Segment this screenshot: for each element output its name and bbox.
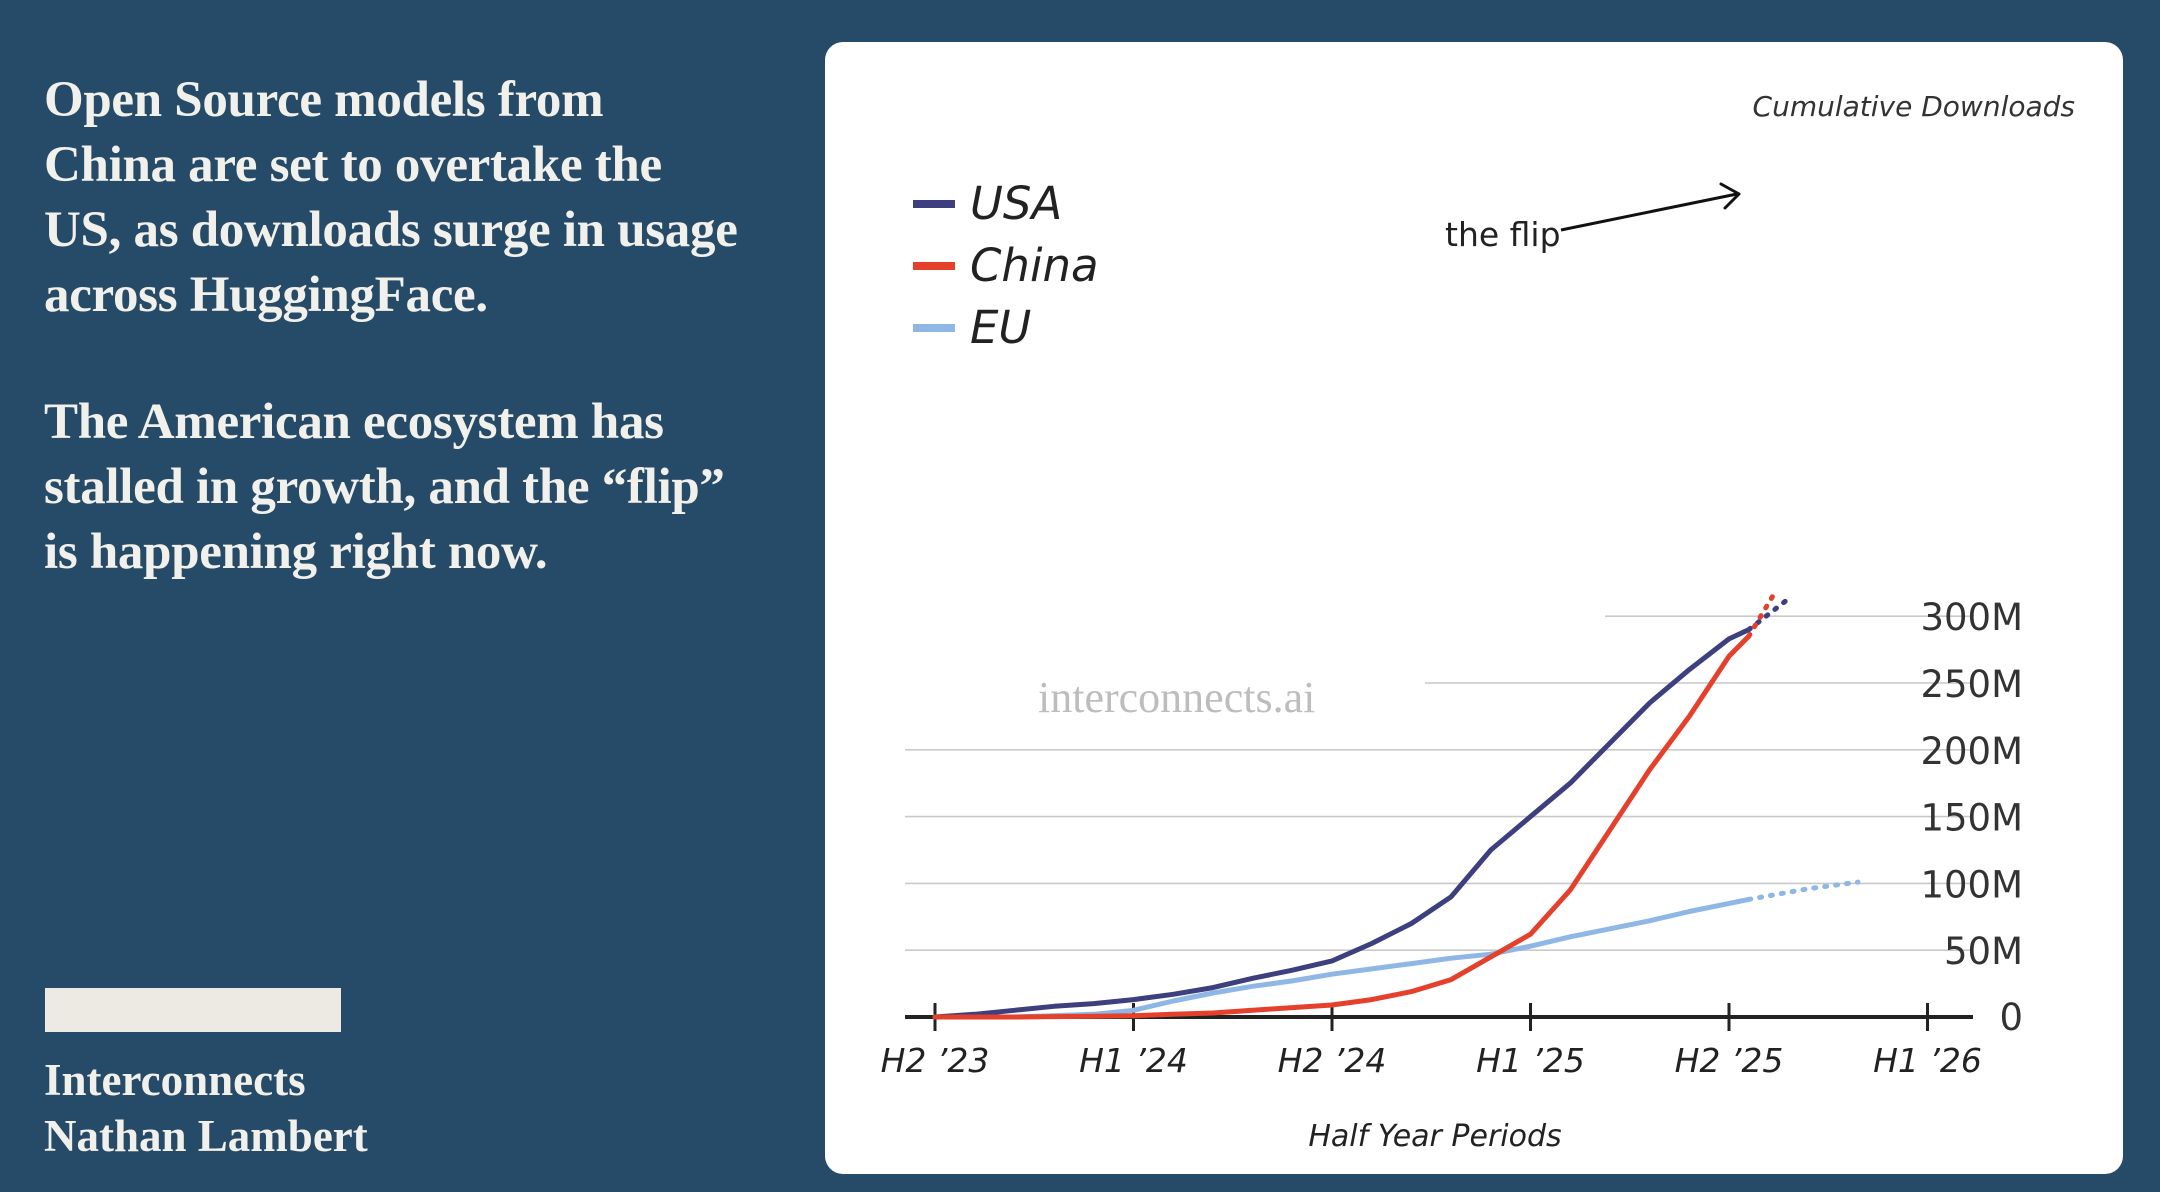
byline-publication: Interconnects [44,1055,306,1105]
decorative-bar [45,988,341,1032]
x-tick-label: H1 ’26 [1873,1041,1982,1080]
x-tick-label: H2 ’24 [1278,1041,1387,1080]
series-projection-china [1746,593,1776,639]
x-axis-label: Half Year Periods [1308,1119,1561,1154]
x-tick-label: H1 ’24 [1079,1041,1188,1080]
annotation-arrowhead-icon [1719,182,1741,210]
byline: Interconnects Nathan Lambert [44,1052,368,1164]
annotation-text: the flip [1445,215,1561,254]
legend-label-eu: EU [970,301,1031,354]
annotation-arrow-line [1560,192,1738,232]
y-tick-label: 250M [1920,663,2023,706]
x-tick-label: H2 ’23 [881,1041,990,1080]
downloads-chart: 0 50M 100M 150M 200M 250M 300M H2 ’23 H1 ’24 H2 ’… [881,90,2075,1154]
x-tick-label: H1 ’25 [1476,1041,1585,1080]
watermark-text: interconnects.ai [1038,673,1315,722]
series-projection-usa [1746,596,1791,633]
chart-title: Cumulative Downloads [1753,90,2075,123]
y-tick-label: 0 [1999,996,2023,1039]
legend-label-china: China [970,239,1099,292]
headline-text: Open Source models from China are set to… [44,68,744,647]
y-tick-label: 150M [1920,797,2023,840]
series-line-eu [932,896,1752,1020]
series-line-usa [932,627,1752,1020]
y-tick-label: 300M [1920,596,2023,639]
y-tick-label: 200M [1920,730,2023,773]
headline-paragraph-2: The American ecosystem has stalled in gr… [44,394,725,580]
byline-author: Nathan Lambert [44,1111,368,1161]
series-projection-eu [1746,879,1861,902]
chart-card: 0 50M 100M 150M 200M 250M 300M H2 ’23 H1 ’24 H2 ’… [825,42,2123,1174]
y-tick-label: 50M [1944,930,2023,973]
legend-label-usa: USA [970,177,1062,230]
x-tick-label: H2 ’25 [1675,1041,1784,1080]
y-tick-label: 100M [1920,863,2023,906]
series-line-china [932,633,1752,1020]
headline-paragraph-1: Open Source models from China are set to… [44,72,738,323]
